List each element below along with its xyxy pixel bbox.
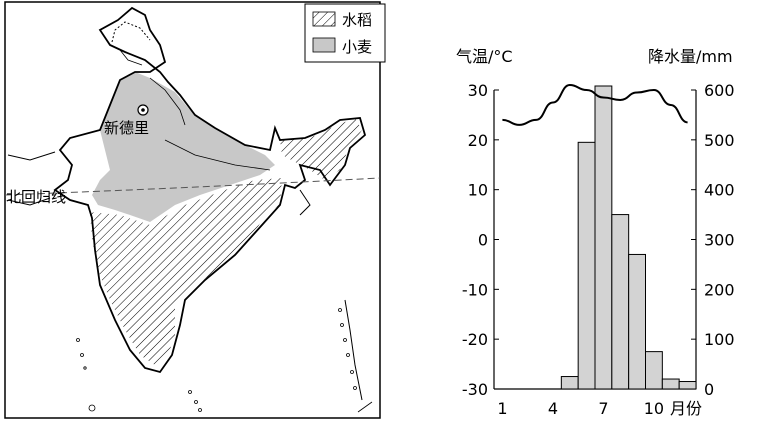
india-crop-map: 北回归线 新德里 水稻 小麦 (4, 1, 386, 419)
left-tick-label: -10 (462, 280, 488, 299)
neighbor-border (7, 151, 363, 401)
legend-rice-label: 水稻 (342, 11, 372, 29)
tropic-label: 北回归线 (6, 188, 66, 206)
right-tick-label: 600 (704, 81, 735, 100)
right-tick-label: 200 (704, 280, 735, 299)
right-tick-label: 300 (704, 231, 735, 250)
x-tick-label: 4 (548, 399, 558, 418)
x-tick-label: 7 (598, 399, 608, 418)
rice-region-south (90, 178, 282, 365)
precipitation-bar (661, 378, 680, 390)
temperature-line (502, 84, 688, 126)
x-tick-labels: 1 4 7 10 (497, 399, 664, 418)
precipitation-bar (628, 253, 647, 390)
right-tick-label: 400 (704, 181, 735, 200)
left-tick-labels: 30 20 10 0 -10 -20 -30 (462, 81, 499, 399)
left-tick-label: 30 (468, 81, 488, 100)
kashmir-dotted-boundary (111, 21, 151, 43)
left-tick-label: 10 (468, 181, 488, 200)
legend-rice-swatch (312, 11, 336, 27)
x-tick-label: 10 (644, 399, 664, 418)
precipitation-bar (678, 381, 697, 390)
capital-dot (141, 108, 145, 112)
tropic-of-cancer-line (4, 177, 381, 196)
left-axis-title: 气温/°C (456, 47, 513, 66)
left-tick-label: 0 (478, 231, 488, 250)
precipitation-bar (645, 351, 663, 390)
india-outline (53, 6, 367, 374)
left-tick-label: -30 (462, 380, 488, 399)
city-label: 新德里 (104, 119, 149, 137)
left-tick-label: -20 (462, 330, 488, 349)
legend-wheat-label: 小麦 (342, 38, 372, 56)
left-tick-label: 20 (468, 131, 488, 150)
map-frame (4, 1, 381, 419)
island-group (76, 308, 373, 413)
precipitation-bar (611, 214, 630, 390)
precipitation-bar (577, 141, 596, 390)
x-tick-label: 1 (497, 399, 507, 418)
precipitation-bar (560, 376, 579, 390)
precipitation-bar (594, 85, 613, 390)
precipitation-bars (560, 85, 697, 390)
internal-boundary (119, 49, 271, 171)
right-tick-label: 0 (704, 380, 714, 399)
right-axis-title: 降水量/mm (648, 47, 733, 66)
right-tick-label: 500 (704, 131, 735, 150)
right-tick-label: 100 (704, 330, 735, 349)
right-tick-labels: 600 500 400 300 200 100 0 (691, 81, 735, 399)
legend-wheat-swatch (312, 37, 336, 53)
x-axis-title: 月份 (670, 399, 702, 418)
